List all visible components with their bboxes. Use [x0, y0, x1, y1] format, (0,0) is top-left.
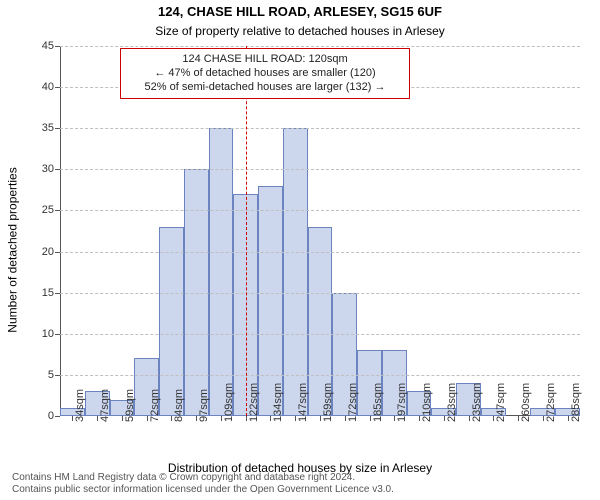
x-tick-label: 109sqm	[223, 383, 235, 422]
annotation-line: ← 47% of detached houses are smaller (12…	[129, 67, 401, 81]
gridline	[60, 334, 580, 335]
y-tick-label: 30	[42, 163, 60, 175]
gridline	[60, 128, 580, 129]
bars-layer	[60, 46, 580, 416]
y-tick-label: 35	[42, 122, 60, 134]
x-tick-label: 122sqm	[248, 383, 260, 422]
x-tick-label: 260sqm	[520, 383, 532, 422]
y-tick-label: 10	[42, 328, 60, 340]
x-tick-label: 34sqm	[74, 389, 86, 422]
x-tick-mark	[568, 416, 569, 421]
y-tick-label: 25	[42, 204, 60, 216]
annotation-box: 124 CHASE HILL ROAD: 120sqm← 47% of deta…	[120, 48, 410, 99]
x-tick-label: 84sqm	[173, 389, 185, 422]
x-tick-label: 185sqm	[372, 383, 384, 422]
x-tick-label: 223sqm	[446, 383, 458, 422]
gridline	[60, 375, 580, 376]
x-tick-label: 197sqm	[396, 383, 408, 422]
x-tick-mark	[97, 416, 98, 421]
annotation-line: 52% of semi-detached houses are larger (…	[129, 81, 401, 95]
x-tick-label: 235sqm	[471, 383, 483, 422]
x-tick-mark	[370, 416, 371, 421]
x-tick-mark	[419, 416, 420, 421]
x-tick-label: 47sqm	[99, 389, 111, 422]
x-tick-label: 72sqm	[149, 389, 161, 422]
footer-line-2: Contains public sector information licen…	[12, 484, 588, 496]
bar	[258, 186, 283, 416]
x-tick-mark	[221, 416, 222, 421]
bar	[159, 227, 184, 416]
footer-line-1: Contains HM Land Registry data © Crown c…	[12, 472, 588, 484]
y-axis-label-text: Number of detached properties	[6, 167, 20, 332]
x-tick-label: 59sqm	[124, 389, 136, 422]
gridline	[60, 293, 580, 294]
x-tick-label: 134sqm	[272, 383, 284, 422]
gridline	[60, 46, 580, 47]
annotation-line: 124 CHASE HILL ROAD: 120sqm	[129, 53, 401, 67]
x-tick-label: 172sqm	[347, 383, 359, 422]
bar	[283, 128, 308, 416]
marker-line	[246, 46, 247, 416]
y-tick-label: 45	[42, 40, 60, 52]
chart-title: 124, CHASE HILL ROAD, ARLESEY, SG15 6UF	[0, 4, 600, 19]
x-tick-mark	[246, 416, 247, 421]
chart-footer: Contains HM Land Registry data © Crown c…	[12, 472, 588, 496]
x-tick-label: 272sqm	[545, 383, 557, 422]
y-tick-label: 0	[48, 410, 60, 422]
x-tick-mark	[345, 416, 346, 421]
x-tick-mark	[147, 416, 148, 421]
plot-area: 05101520253035404534sqm47sqm59sqm72sqm84…	[60, 46, 580, 416]
x-tick-label: 97sqm	[198, 389, 210, 422]
x-tick-mark	[469, 416, 470, 421]
x-tick-mark	[543, 416, 544, 421]
x-tick-label: 210sqm	[421, 383, 433, 422]
y-tick-label: 5	[48, 369, 60, 381]
gridline	[60, 252, 580, 253]
bar	[209, 128, 234, 416]
x-tick-label: 285sqm	[570, 383, 582, 422]
x-tick-label: 159sqm	[322, 383, 334, 422]
y-tick-label: 40	[42, 81, 60, 93]
x-tick-label: 147sqm	[297, 383, 309, 422]
gridline	[60, 169, 580, 170]
x-tick-mark	[444, 416, 445, 421]
x-tick-mark	[122, 416, 123, 421]
chart-container: 124, CHASE HILL ROAD, ARLESEY, SG15 6UF …	[0, 0, 600, 500]
y-tick-label: 20	[42, 246, 60, 258]
x-tick-label: 247sqm	[495, 383, 507, 422]
y-tick-label: 15	[42, 287, 60, 299]
x-tick-mark	[518, 416, 519, 421]
x-tick-mark	[320, 416, 321, 421]
gridline	[60, 210, 580, 211]
y-axis-label: Number of detached properties	[6, 0, 20, 500]
chart-subtitle: Size of property relative to detached ho…	[0, 24, 600, 38]
